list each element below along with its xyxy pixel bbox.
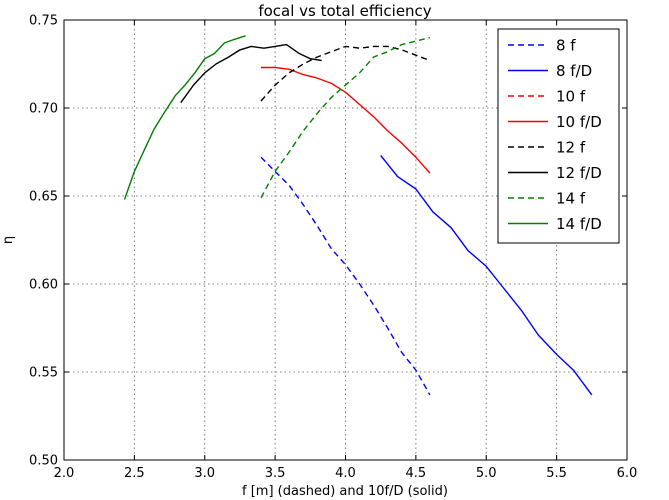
legend-box <box>497 28 620 244</box>
y-tick-label: 0.50 <box>29 454 58 469</box>
x-tick-label: 5.0 <box>476 466 497 481</box>
legend: 8 f 8 f/D 10 f 10 f/D 12 f 12 f/D 14 f 14 f/D <box>497 28 620 244</box>
y-tick-labels: 0.50 0.55 0.60 0.65 0.70 0.75 <box>29 14 58 469</box>
legend-label: 14 f/D <box>556 215 602 233</box>
x-tick-label: 4.0 <box>335 466 356 481</box>
series-line-14-f-d <box>123 35 246 200</box>
y-tick-label: 0.60 <box>29 278 58 293</box>
legend-items: 8 f 8 f/D 10 f 10 f/D 12 f 12 f/D 14 f 14 f/D <box>508 37 602 233</box>
y-tick-label: 0.70 <box>29 102 58 117</box>
y-tick-label: 0.75 <box>29 14 58 29</box>
legend-label: 8 f/D <box>556 62 592 80</box>
y-tick-label: 0.65 <box>29 190 58 205</box>
axis-ticks <box>63 19 628 461</box>
x-tick-label: 2.0 <box>54 466 75 481</box>
series-line-12-f-d <box>180 43 322 104</box>
x-tick-label: 2.5 <box>124 466 145 481</box>
y-tick-label: 0.55 <box>29 366 58 381</box>
x-axis-label: f [m] (dashed) and 10f/D (solid) <box>242 484 448 499</box>
x-tick-label: 5.5 <box>546 466 567 481</box>
series-line-8-f-d <box>380 155 593 396</box>
chart-title: focal vs total efficiency <box>258 2 431 20</box>
x-tick-label: 6.0 <box>617 466 638 481</box>
series-line-8-f <box>260 156 431 396</box>
x-tick-label: 4.5 <box>406 466 427 481</box>
y-axis-label: η <box>1 236 16 244</box>
x-tick-label: 3.5 <box>265 466 286 481</box>
plot-series <box>123 35 593 396</box>
legend-label: 14 f <box>556 190 586 208</box>
series-line-14-f <box>260 36 431 199</box>
series-line-10-f-d <box>261 66 431 174</box>
legend-label: 10 f <box>556 88 586 106</box>
x-tick-labels: 2.0 2.5 3.0 3.5 4.0 4.5 5.0 5.5 6.0 <box>54 466 638 481</box>
legend-label: 12 f <box>556 139 586 157</box>
x-tick-label: 3.0 <box>194 466 215 481</box>
legend-label: 8 f <box>556 37 576 55</box>
legend-label: 12 f/D <box>556 164 602 182</box>
series-line-12-f <box>260 45 431 102</box>
legend-label: 10 f/D <box>556 113 602 131</box>
